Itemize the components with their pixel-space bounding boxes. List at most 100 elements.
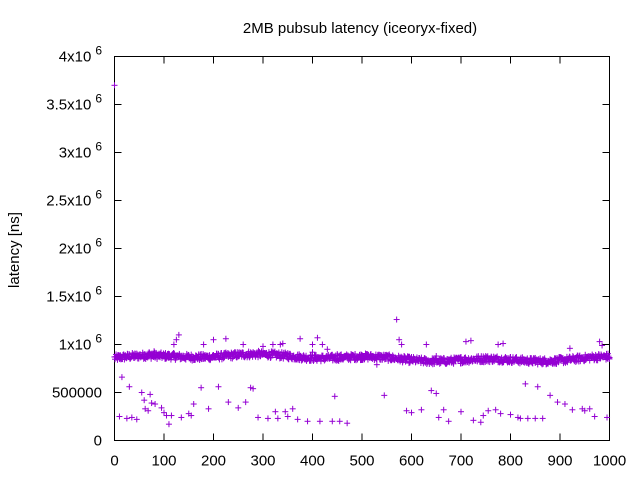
plot-border — [114, 56, 610, 441]
data-point — [111, 82, 118, 89]
data-point — [133, 416, 140, 423]
x-tick-label: 1000 — [593, 453, 626, 470]
data-point — [566, 345, 573, 352]
data-point — [198, 384, 205, 391]
data-point — [480, 412, 487, 419]
y-tick-label-base: 1.5x10 — [46, 289, 91, 306]
data-point — [316, 418, 323, 425]
data-point — [606, 355, 613, 362]
data-point — [126, 353, 133, 360]
data-point — [359, 352, 365, 359]
data-point — [581, 354, 588, 361]
data-point — [482, 353, 489, 360]
data-point — [403, 407, 410, 414]
data-point — [554, 399, 561, 406]
data-point — [146, 349, 153, 356]
y-tick-label: 1.5x10 6 — [46, 284, 102, 306]
y-tick-label: 2x10 6 — [59, 236, 103, 258]
data-point — [408, 409, 415, 416]
y-tick-label-exponent: 6 — [95, 92, 102, 106]
y-tick-label-exponent: 6 — [95, 284, 102, 298]
data-point — [240, 341, 247, 348]
data-point — [539, 415, 546, 422]
data-point — [314, 334, 321, 341]
x-tick-label: 900 — [547, 453, 572, 470]
x-tick-label: 600 — [399, 453, 424, 470]
data-point — [477, 419, 484, 426]
data-point — [148, 400, 155, 407]
chart-title: 2MB pubsub latency (iceoryx-fixed) — [243, 20, 477, 37]
y-tick-label: 2.5x10 6 — [46, 188, 102, 210]
data-point — [116, 413, 123, 420]
data-point — [272, 408, 279, 415]
data-point — [235, 404, 242, 411]
data-point — [210, 352, 217, 359]
data-point — [156, 353, 163, 360]
x-tick-label: 300 — [250, 453, 275, 470]
data-point — [128, 414, 135, 421]
data-point — [123, 415, 130, 422]
data-point — [532, 415, 539, 422]
data-point — [428, 387, 435, 394]
data-point — [173, 336, 180, 343]
data-point — [222, 335, 229, 342]
data-point — [534, 383, 541, 390]
data-point — [467, 337, 474, 344]
data-point — [185, 353, 192, 360]
data-point — [324, 346, 331, 353]
y-tick-label: 3.5x10 6 — [46, 92, 102, 114]
data-point — [569, 406, 576, 413]
data-point — [205, 405, 212, 412]
data-point — [260, 351, 266, 358]
data-point — [309, 349, 316, 356]
data-point — [190, 401, 197, 408]
data-point — [373, 361, 380, 368]
data-point — [331, 393, 338, 400]
y-tick-label-base: 500000 — [52, 385, 102, 402]
y-tick-label-base: 3.5x10 — [46, 97, 91, 114]
data-point — [136, 353, 143, 360]
data-point — [215, 383, 222, 390]
data-point — [284, 413, 291, 420]
data-point — [147, 391, 154, 398]
data-point — [423, 341, 430, 348]
data-point — [319, 341, 326, 348]
data-point — [524, 415, 531, 422]
data-point — [151, 348, 158, 355]
y-tick-label-exponent: 6 — [95, 236, 102, 250]
data-point — [561, 401, 568, 408]
data-point — [458, 408, 464, 415]
data-point — [188, 412, 195, 419]
data-point — [470, 417, 477, 424]
data-point — [289, 405, 296, 412]
x-axis: 0 100 200 300 400 500 600 700 800 900 1000 — [110, 56, 626, 470]
data-point — [274, 415, 281, 422]
data-point — [334, 351, 341, 358]
data-point — [235, 353, 242, 360]
data-point — [344, 420, 351, 427]
data-point — [507, 411, 514, 418]
data-point — [267, 354, 274, 361]
y-tick-label-base: 2x10 — [59, 241, 92, 258]
x-tick-label: 700 — [448, 453, 473, 470]
data-point — [462, 338, 469, 345]
data-point — [131, 354, 138, 361]
data-point — [435, 414, 442, 421]
data-point — [532, 354, 539, 361]
data-point — [161, 352, 167, 359]
data-point — [586, 405, 593, 412]
x-tick-label: 200 — [201, 453, 226, 470]
data-point — [165, 351, 172, 358]
data-point — [294, 416, 301, 423]
data-point — [260, 343, 266, 350]
y-tick-label-base: 0 — [94, 433, 102, 450]
x-tick-label: 500 — [349, 453, 374, 470]
y-tick-label-exponent: 6 — [95, 332, 102, 346]
data-point — [210, 336, 217, 343]
data-point — [507, 353, 514, 360]
data-point — [408, 353, 415, 360]
data-point — [393, 316, 400, 323]
y-tick-label-base: 2.5x10 — [46, 193, 91, 210]
data-point — [329, 418, 336, 425]
